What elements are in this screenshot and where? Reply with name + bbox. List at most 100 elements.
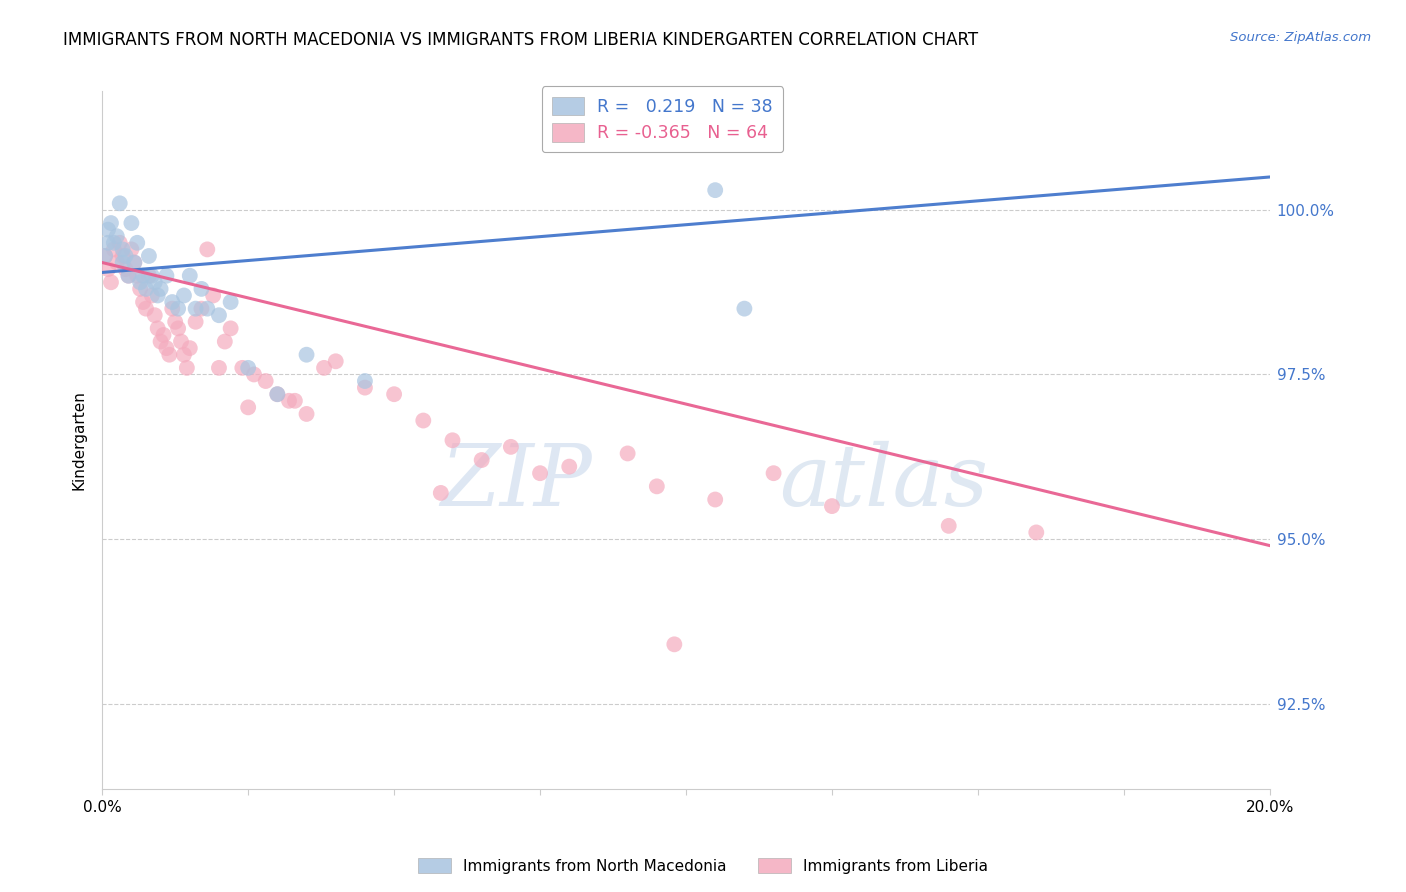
- Point: [354, 374, 377, 388]
- Point: [152, 328, 174, 343]
- Point: [704, 183, 727, 197]
- Point: [295, 407, 318, 421]
- Text: IMMIGRANTS FROM NORTH MACEDONIA VS IMMIGRANTS FROM LIBERIA KINDERGARTEN CORRELAT: IMMIGRANTS FROM NORTH MACEDONIA VS IMMIG…: [63, 31, 979, 49]
- Point: [162, 301, 184, 316]
- Legend: Immigrants from North Macedonia, Immigrants from Liberia: Immigrants from North Macedonia, Immigra…: [412, 852, 994, 880]
- Point: [190, 282, 212, 296]
- Point: [529, 466, 551, 480]
- Point: [243, 368, 266, 382]
- Point: [173, 288, 195, 302]
- Point: [231, 360, 253, 375]
- Point: [135, 301, 157, 316]
- Point: [762, 466, 785, 480]
- Point: [117, 268, 139, 283]
- Y-axis label: Kindergarten: Kindergarten: [72, 391, 86, 491]
- Point: [179, 341, 201, 355]
- Point: [138, 249, 160, 263]
- Point: [141, 268, 163, 283]
- Point: [208, 308, 231, 322]
- Point: [664, 637, 686, 651]
- Point: [254, 374, 277, 388]
- Point: [146, 288, 169, 302]
- Point: [165, 315, 187, 329]
- Point: [157, 348, 180, 362]
- Point: [219, 321, 242, 335]
- Point: [704, 492, 727, 507]
- Point: [138, 268, 160, 283]
- Point: [111, 249, 134, 263]
- Point: [132, 268, 155, 283]
- Point: [162, 295, 184, 310]
- Point: [184, 315, 207, 329]
- Point: [219, 295, 242, 310]
- Point: [105, 229, 128, 244]
- Point: [202, 288, 225, 302]
- Point: [312, 360, 335, 375]
- Point: [195, 301, 218, 316]
- Point: [129, 282, 152, 296]
- Point: [354, 381, 377, 395]
- Point: [1025, 525, 1047, 540]
- Point: [103, 243, 125, 257]
- Point: [129, 275, 152, 289]
- Point: [471, 453, 494, 467]
- Point: [108, 235, 131, 250]
- Point: [616, 446, 638, 460]
- Point: [124, 255, 146, 269]
- Point: [105, 255, 128, 269]
- Point: [733, 301, 755, 316]
- Point: [114, 262, 136, 277]
- Text: atlas: atlas: [779, 441, 988, 524]
- Point: [149, 282, 172, 296]
- Point: [441, 434, 464, 448]
- Point: [278, 393, 301, 408]
- Point: [103, 235, 125, 250]
- Point: [430, 486, 453, 500]
- Point: [94, 249, 117, 263]
- Point: [117, 268, 139, 283]
- Point: [146, 321, 169, 335]
- Point: [558, 459, 581, 474]
- Point: [127, 235, 149, 250]
- Point: [190, 301, 212, 316]
- Point: [155, 268, 177, 283]
- Point: [135, 282, 157, 296]
- Point: [176, 360, 198, 375]
- Point: [143, 275, 166, 289]
- Point: [382, 387, 405, 401]
- Point: [214, 334, 236, 349]
- Text: Source: ZipAtlas.com: Source: ZipAtlas.com: [1230, 31, 1371, 45]
- Text: ZIP: ZIP: [440, 441, 592, 524]
- Legend: R =   0.219   N = 38, R = -0.365   N = 64: R = 0.219 N = 38, R = -0.365 N = 64: [541, 87, 783, 153]
- Point: [295, 348, 318, 362]
- Point: [167, 321, 190, 335]
- Point: [111, 243, 134, 257]
- Point: [143, 308, 166, 322]
- Point: [97, 235, 120, 250]
- Point: [155, 341, 177, 355]
- Point: [325, 354, 347, 368]
- Point: [238, 360, 260, 375]
- Point: [127, 268, 149, 283]
- Point: [266, 387, 288, 401]
- Point: [195, 243, 218, 257]
- Point: [100, 216, 122, 230]
- Point: [108, 196, 131, 211]
- Point: [499, 440, 522, 454]
- Point: [111, 255, 134, 269]
- Point: [938, 519, 960, 533]
- Point: [208, 360, 231, 375]
- Point: [412, 413, 434, 427]
- Point: [821, 499, 844, 513]
- Point: [645, 479, 668, 493]
- Point: [141, 288, 163, 302]
- Point: [170, 334, 193, 349]
- Point: [94, 249, 117, 263]
- Point: [120, 243, 142, 257]
- Point: [238, 401, 260, 415]
- Point: [120, 216, 142, 230]
- Point: [173, 348, 195, 362]
- Point: [284, 393, 307, 408]
- Point: [179, 268, 201, 283]
- Point: [124, 255, 146, 269]
